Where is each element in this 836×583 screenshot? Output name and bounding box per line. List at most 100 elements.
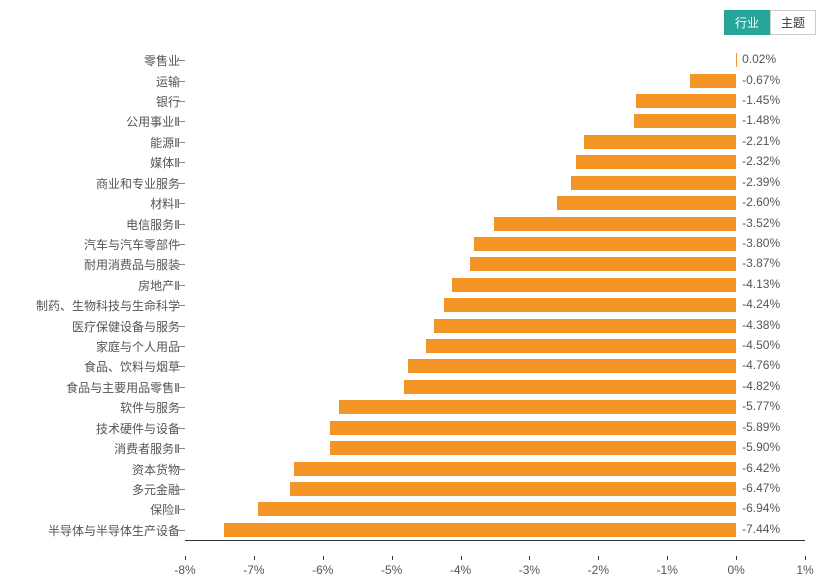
category-label: 制药、生物科技与生命科学 (36, 297, 180, 314)
category-label: 汽车与汽车零部件 (84, 236, 180, 253)
value-label: -4.24% (742, 297, 780, 311)
bar[interactable] (426, 339, 736, 353)
value-label: -7.44% (742, 522, 780, 536)
tab-theme[interactable]: 主题 (770, 10, 816, 35)
bar[interactable] (690, 74, 736, 88)
value-label: -5.77% (742, 399, 780, 413)
bar[interactable] (330, 441, 736, 455)
x-tick-mark (392, 556, 393, 560)
x-tick-label: -4% (450, 563, 471, 577)
value-label: -4.76% (742, 358, 780, 372)
x-tick-label: -3% (519, 563, 540, 577)
category-tick (178, 101, 185, 102)
x-tick-label: -5% (381, 563, 402, 577)
x-tick-label: -2% (588, 563, 609, 577)
category-label: 材料Ⅱ (150, 195, 180, 212)
x-tick-label: -8% (174, 563, 195, 577)
bar[interactable] (634, 114, 736, 128)
category-label: 电信服务Ⅱ (126, 216, 180, 233)
bar[interactable] (434, 319, 736, 333)
category-label: 家庭与个人用品 (96, 338, 180, 355)
category-tick (178, 203, 185, 204)
bar[interactable] (474, 237, 736, 251)
category-tick (178, 366, 185, 367)
category-label: 多元金融 (132, 481, 180, 498)
category-tick (178, 162, 185, 163)
bar[interactable] (404, 380, 736, 394)
bar[interactable] (290, 482, 736, 496)
category-label: 银行 (156, 93, 180, 110)
value-label: -1.45% (742, 93, 780, 107)
bar[interactable] (494, 217, 736, 231)
plot-area: -8%-7%-6%-5%-4%-3%-2%-1%0%1% 0.02%-0.67%… (185, 50, 805, 541)
category-tick (178, 264, 185, 265)
value-label: -4.13% (742, 277, 780, 291)
x-tick-label: -6% (312, 563, 333, 577)
category-label: 零售业 (144, 52, 180, 69)
value-label: -4.82% (742, 379, 780, 393)
bar[interactable] (452, 278, 737, 292)
category-label: 半导体与半导体生产设备 (48, 522, 180, 539)
category-label: 医疗保健设备与服务 (72, 318, 180, 335)
category-tick (178, 530, 185, 531)
category-label: 消费者服务Ⅱ (114, 440, 180, 457)
category-tick (178, 244, 185, 245)
category-tick (178, 326, 185, 327)
bar[interactable] (339, 400, 736, 414)
category-label: 食品、饮料与烟草 (84, 358, 180, 375)
tab-industry[interactable]: 行业 (724, 10, 770, 35)
category-tick (178, 121, 185, 122)
category-label: 运输 (156, 73, 180, 90)
x-tick-mark (736, 556, 737, 560)
value-label: -4.38% (742, 318, 780, 332)
category-label: 能源Ⅱ (150, 134, 180, 151)
bar[interactable] (258, 502, 736, 516)
bar[interactable] (584, 135, 736, 149)
bar[interactable] (330, 421, 736, 435)
category-tick (178, 448, 185, 449)
category-label: 食品与主要用品零售Ⅱ (66, 379, 180, 396)
value-label: -5.90% (742, 440, 780, 454)
value-label: -1.48% (742, 113, 780, 127)
value-label: -3.80% (742, 236, 780, 250)
value-label: -2.60% (742, 195, 780, 209)
bar[interactable] (294, 462, 736, 476)
value-label: -3.52% (742, 216, 780, 230)
bar[interactable] (408, 359, 736, 373)
category-tick (178, 224, 185, 225)
category-label: 房地产Ⅱ (138, 277, 180, 294)
category-tick (178, 183, 185, 184)
x-tick-mark (185, 556, 186, 560)
bar[interactable] (736, 53, 737, 67)
category-tick (178, 305, 185, 306)
x-tick-label: 1% (796, 563, 813, 577)
x-tick-mark (323, 556, 324, 560)
bar[interactable] (224, 523, 737, 537)
chart-container: 行业 主题 零售业运输银行公用事业Ⅱ能源Ⅱ媒体Ⅱ商业和专业服务材料Ⅱ电信服务Ⅱ汽… (10, 10, 826, 573)
category-label: 保险Ⅱ (150, 501, 180, 518)
category-label: 公用事业Ⅱ (126, 113, 180, 130)
category-axis-labels: 零售业运输银行公用事业Ⅱ能源Ⅱ媒体Ⅱ商业和专业服务材料Ⅱ电信服务Ⅱ汽车与汽车零部… (10, 50, 180, 540)
value-label: -2.39% (742, 175, 780, 189)
value-label: -5.89% (742, 420, 780, 434)
category-tick (178, 60, 185, 61)
bar[interactable] (470, 257, 737, 271)
tab-group: 行业 主题 (724, 10, 816, 35)
value-label: -3.87% (742, 256, 780, 270)
category-tick (178, 346, 185, 347)
value-label: -6.47% (742, 481, 780, 495)
x-tick-mark (461, 556, 462, 560)
category-tick (178, 428, 185, 429)
category-tick (178, 469, 185, 470)
bar[interactable] (636, 94, 736, 108)
bar[interactable] (557, 196, 736, 210)
bar[interactable] (571, 176, 736, 190)
bar[interactable] (576, 155, 736, 169)
value-label: -4.50% (742, 338, 780, 352)
x-tick-mark (805, 556, 806, 560)
x-tick-label: -7% (243, 563, 264, 577)
bar[interactable] (444, 298, 736, 312)
category-tick (178, 509, 185, 510)
category-tick (178, 81, 185, 82)
category-label: 技术硬件与设备 (96, 420, 180, 437)
